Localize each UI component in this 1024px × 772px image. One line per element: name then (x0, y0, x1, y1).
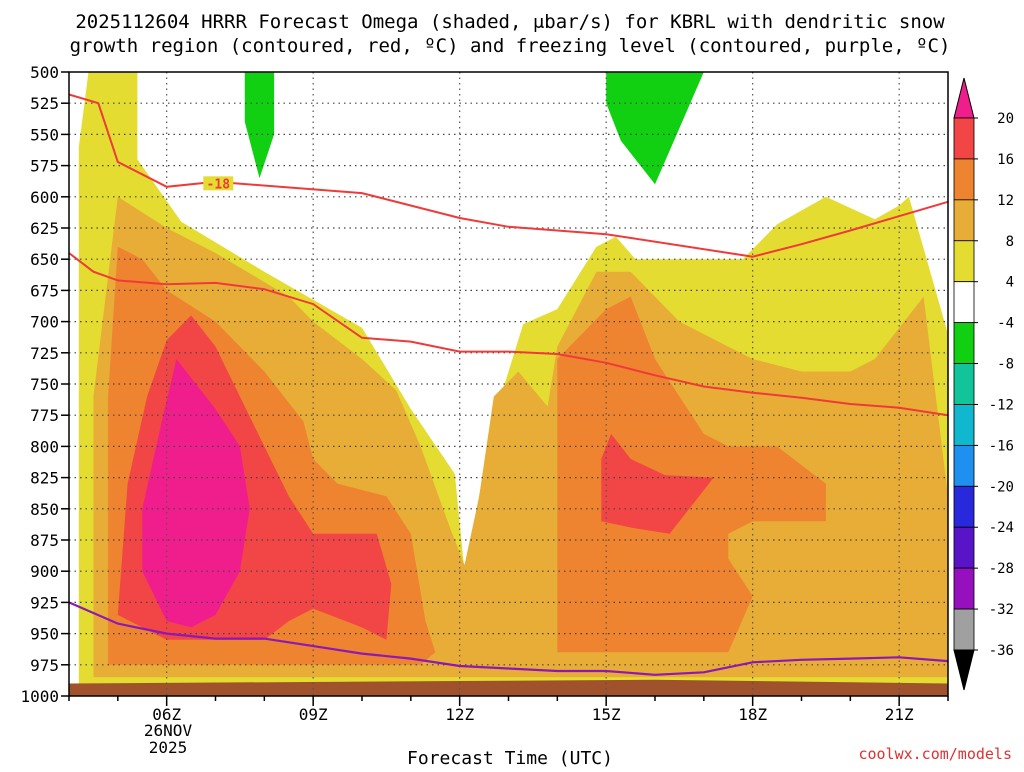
y-tick-label-975: 975 (30, 656, 59, 675)
y-tick-label-900: 900 (30, 562, 59, 581)
isotherm-minus18-line (68, 93, 949, 258)
y-tick-label-1000: 1000 (20, 687, 59, 706)
colorbar-top-arrow (953, 77, 975, 119)
colorbar-swatch-6 (953, 363, 975, 405)
colorbar-label-12: -32 (989, 602, 1014, 618)
y-tick-label-850: 850 (30, 500, 59, 519)
x-date-label-day: 26NOV (144, 721, 193, 740)
colorbar-label-0: 20 (997, 111, 1014, 127)
grid (69, 72, 948, 696)
colorbar-swatch-1 (953, 158, 975, 201)
y-tick-label-725: 725 (30, 344, 59, 363)
colorbar-label-8: -16 (989, 438, 1014, 454)
colorbar-swatch-8 (953, 444, 975, 487)
y-tick-label-925: 925 (30, 593, 59, 612)
colorbar-label-7: -12 (989, 397, 1014, 413)
y-tick-label-775: 775 (30, 406, 59, 425)
colorbar-swatch-2 (953, 199, 975, 242)
x-date-label-year: 2025 (149, 738, 188, 757)
y-tick-label-875: 875 (30, 531, 59, 550)
colorbar-swatch-12 (953, 608, 975, 651)
colorbar-label-3: 8 (1006, 234, 1014, 250)
y-tick-label-600: 600 (30, 188, 59, 207)
colorbar-swatch-5 (953, 322, 975, 364)
y-tick-label-550: 550 (30, 125, 59, 144)
isotherm-minus12-line (68, 252, 949, 417)
colorbar-label-13: -36 (989, 643, 1014, 659)
omega-12-region-2 (557, 296, 826, 653)
x-tick-label-15Z: 15Z (592, 705, 621, 724)
colorbar-swatch-3 (953, 240, 975, 283)
x-axis-title: Forecast Time (UTC) (407, 748, 613, 768)
omega-neg4-region-1 (244, 72, 275, 179)
colorbar-swatch-7 (953, 404, 975, 446)
colorbar-swatch-9 (953, 485, 975, 528)
isotherm-minus18-label: -18 (207, 177, 231, 192)
colorbar-swatch-0 (953, 117, 975, 160)
colorbar-label-9: -20 (989, 479, 1014, 495)
y-tick-label-575: 575 (30, 157, 59, 176)
colorbar: 20 16 12 8 4 -4 -8 -12 -16 -20 -24 -28 -32 -36 (953, 77, 1014, 691)
x-tick-label-06Z: 06Z (152, 705, 181, 724)
colorbar-bottom-arrow (953, 649, 975, 691)
credit-text: coolwx.com/models (858, 745, 1012, 763)
axes: 500 525 550 575 600 625 650 675 700 725 750 775 800 8… (20, 63, 949, 724)
colorbar-label-10: -24 (989, 520, 1014, 536)
colorbar-label-1: 16 (997, 152, 1014, 168)
omega-20-region (142, 359, 250, 628)
omega-neg4-region-2 (606, 72, 704, 185)
chart-title-line-2: growth region (contoured, red, ºC) and f… (70, 35, 951, 57)
y-tick-label-625: 625 (30, 219, 59, 238)
y-tick-label-825: 825 (30, 469, 59, 488)
colorbar-swatch-4 (953, 281, 975, 324)
y-tick-label-650: 650 (30, 250, 59, 269)
freezing-level-line (68, 601, 949, 676)
colorbar-label-11: -28 (989, 561, 1014, 577)
y-tick-label-525: 525 (30, 94, 59, 113)
x-tick-label-18Z: 18Z (738, 705, 767, 724)
x-tick-label-12Z: 12Z (445, 705, 474, 724)
colorbar-swatch-10 (953, 526, 975, 569)
colorbar-label-6: -8 (997, 357, 1014, 373)
chart-title-line-1: 2025112604 HRRR Forecast Omega (shaded, … (75, 11, 945, 33)
y-tick-label-750: 750 (30, 375, 59, 394)
plot-area (69, 72, 949, 696)
y-tick-label-500: 500 (30, 63, 59, 82)
x-tick-label-09Z: 09Z (299, 705, 328, 724)
contours: -18 (68, 93, 949, 676)
colorbar-label-4: 4 (1006, 275, 1014, 291)
y-tick-label-950: 950 (30, 625, 59, 644)
y-tick-label-800: 800 (30, 437, 59, 456)
y-tick-label-700: 700 (30, 313, 59, 332)
ground-region (69, 679, 948, 696)
y-tick-label-675: 675 (30, 281, 59, 300)
colorbar-swatch-11 (953, 567, 975, 610)
isotherm-label-bg (203, 176, 234, 191)
x-tick-label-21Z: 21Z (885, 705, 914, 724)
colorbar-label-5: -4 (997, 316, 1014, 332)
colorbar-label-2: 12 (997, 193, 1014, 209)
